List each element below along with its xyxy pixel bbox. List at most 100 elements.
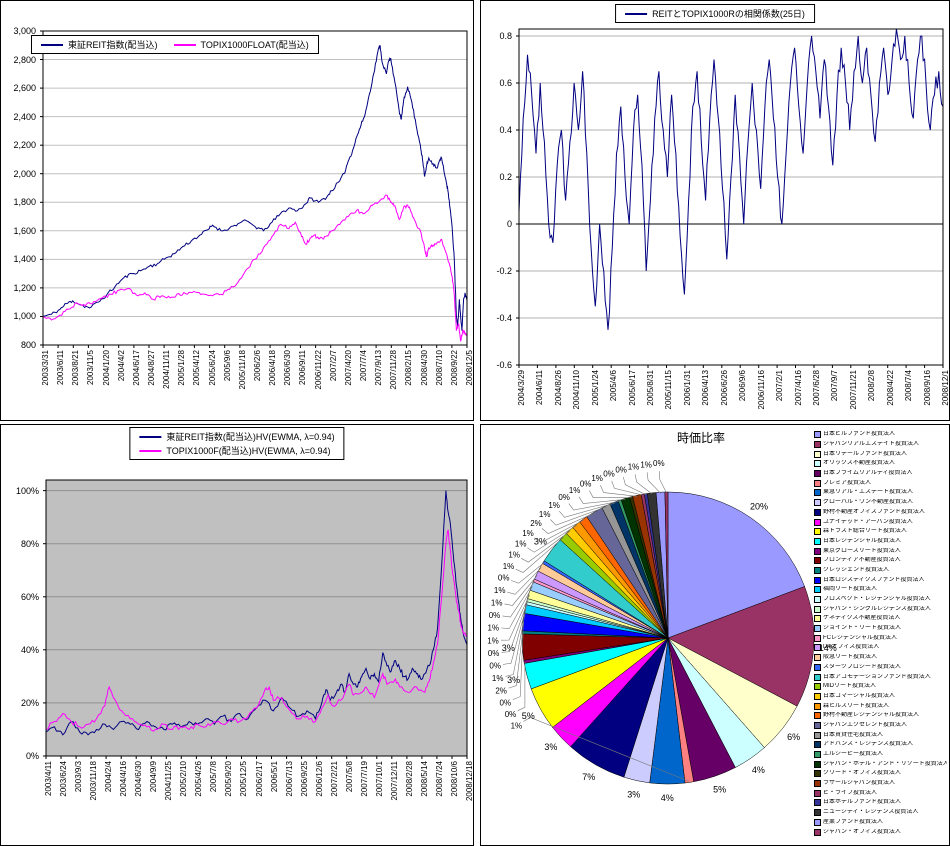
pie-legend-item[interactable]: ジョイント・リート投資法人 [814, 624, 947, 634]
pie-label-leader-line [600, 485, 638, 497]
x-axis-tick-label: 2008/4/30 [419, 350, 429, 386]
pie-legend-item[interactable]: 野村不動産レジデンシャル投資法人 [814, 711, 947, 721]
pie-legend-item[interactable]: 東京グロースリート投資法人 [814, 546, 947, 556]
chart-reit-topix-index[interactable]: 東証REIT指数(配当込) TOPIX1000FLOAT(配当込) 2003/3… [0, 0, 474, 421]
legend-entry-correlation: REITとTOPIX1000Rの相関係数(25日) [625, 7, 805, 20]
chart-market-cap-pie[interactable]: 時価比率 日本ビルファンド投資法人 ジャパンリアルエステイト投資法人 日本リテールフ… [480, 424, 950, 846]
pie-legend-item[interactable]: ケネディクス不動産投資法人 [814, 614, 947, 624]
y-axis-tick-label: 1,800 [13, 197, 36, 208]
market-cap-pie-plot[interactable]: 20%14%6%4%5%1%4%3%7%3%5%3%0%3%0%2%1%0%0%… [481, 425, 947, 843]
y-axis-tick-label: 1,000 [13, 311, 36, 322]
legend-label: クレッシェンド投資法人 [823, 566, 890, 573]
pie-legend-item[interactable]: 日本ホテルファンド投資法人 [814, 798, 947, 808]
pie-label-leader-line [505, 609, 527, 677]
x-axis-tick-label: 2005/4/6 [609, 370, 619, 402]
pie-legend-item[interactable]: ジャパンエクセレント投資法人 [814, 721, 947, 731]
pie-legend-item[interactable]: 日本賃貸住宅投資法人 [814, 730, 947, 740]
pie-legend-item[interactable]: ジャパンリアルエステイト投資法人 [814, 440, 947, 450]
x-axis-tick-label: 2005/11/15 [664, 370, 674, 410]
pie-percent-label: 1% [508, 551, 520, 560]
pie-legend-item[interactable]: 日本ロジスティクスファンド投資法人 [814, 575, 947, 585]
legend-label: 野村不動産レジデンシャル投資法人 [823, 712, 920, 719]
x-axis-tick-label: 2006/11/22 [313, 350, 323, 390]
legend-label: ジャパンエクセレント投資法人 [823, 721, 908, 728]
pie-legend-item[interactable]: 日本プライムリアルティ投資法人 [814, 469, 947, 479]
pie-legend-item[interactable]: スターツプロシード投資法人 [814, 663, 947, 673]
pie-label-leader-line [501, 600, 529, 653]
legend-label: スターツプロシード投資法人 [823, 663, 901, 670]
legend-swatch [814, 644, 821, 652]
pie-legend-item[interactable]: 日本ビルファンド投資法人 [814, 430, 947, 440]
pie-legend-item[interactable]: 森トラスト総合リート投資法人 [814, 527, 947, 537]
pie-label-leader-line [568, 500, 621, 511]
chart-correlation[interactable]: REITとTOPIX1000Rの相関係数(25日) 2004/3/29 2004/… [480, 0, 950, 421]
pie-legend-item[interactable]: フロンティア不動産投資法人 [814, 556, 947, 566]
pie-legend-item[interactable]: 福岡リート投資法人 [814, 585, 947, 595]
index-chart-legend[interactable]: 東証REIT指数(配当込) TOPIX1000FLOAT(配当込) [31, 35, 319, 54]
pie-legend-item[interactable]: 産業ファンド投資法人 [814, 818, 947, 828]
pie-legend-item[interactable]: プロスペクト・レジデンシャル投資法人 [814, 595, 947, 605]
legend-label: ラサールジャパン投資法人 [823, 780, 896, 787]
x-axis-tick-label: 2007/7/4 [359, 350, 368, 382]
pie-legend-item[interactable]: 阪急リート投資法人 [814, 653, 947, 663]
pie-legend-item[interactable]: 日本リテールファンド投資法人 [814, 449, 947, 459]
correlation-chart-legend[interactable]: REITとTOPIX1000Rの相関係数(25日) [615, 4, 815, 23]
x-axis-tick-label: 2006/11/16 [756, 370, 766, 410]
reit-topix-correlation-plot-area[interactable] [481, 1, 947, 418]
pie-legend-item[interactable]: ユナイテッド・アーバン投資法人 [814, 517, 947, 527]
legend-label: 産業ファンド投資法人 [823, 818, 884, 825]
pie-legend-item[interactable]: DAオフィス投資法人 [814, 643, 947, 653]
pie-legend-item[interactable]: ジャパン・オフィス投資法人 [814, 827, 947, 837]
pie-legend-item[interactable]: MIDリート投資法人 [814, 682, 947, 692]
x-axis-tick-label: 2008/2/28 [404, 761, 414, 797]
pie-legend-item[interactable]: アドバンス・レジデンス投資法人 [814, 740, 947, 750]
topix-hv-line-sample [139, 449, 162, 452]
pie-legend-item[interactable]: FCレジデンシャル投資法人 [814, 633, 947, 643]
pie-legend-item[interactable]: 日本レジデンシャル投資法人 [814, 537, 947, 547]
x-axis-tick-label: 2004/11/11 [162, 350, 172, 389]
pie-legend-item[interactable]: 野村不動産オフィスファンド投資法人 [814, 508, 947, 518]
pie-percent-label: 3% [627, 789, 640, 799]
y-axis-tick-label: -0.6 [496, 360, 512, 370]
pie-legend-item[interactable]: グローバル・ワン不動産投資法人 [814, 498, 947, 508]
pie-label-leader-line [534, 519, 584, 543]
pie-slice[interactable] [664, 491, 669, 639]
chart-historical-volatility[interactable]: 東証REIT指数(配当込)HV(EWMA, λ=0.94) TOPIX1000F… [0, 424, 474, 846]
x-axis-tick-label: 2005/9/6 [222, 350, 232, 382]
legend-swatch [814, 479, 821, 487]
y-axis-tick-label: 80% [20, 538, 39, 549]
pie-legend-item[interactable]: 日本コマーシャル投資法人 [814, 692, 947, 702]
reit-topix-index-plot-area[interactable] [1, 1, 471, 418]
x-axis-tick-label: 2003/3/31 [41, 350, 50, 386]
hv-chart-legend[interactable]: 東証REIT指数(配当込)HV(EWMA, λ=0.94) TOPIX1000F… [129, 427, 345, 460]
pie-slice[interactable] [667, 491, 805, 639]
pie-legend-item[interactable]: エルシーピー投資法人 [814, 750, 947, 760]
legend-label: ジャパン・ホテル・アンド・リゾート投資法人 [823, 760, 947, 767]
x-axis-tick-label: 2008/10/6 [449, 761, 459, 797]
pie-legend-item[interactable]: 東急リアル・エステート投資法人 [814, 488, 947, 498]
pie-legend-item[interactable]: プレミア投資法人 [814, 478, 947, 488]
pie-legend-item[interactable]: ビ・ライフ投資法人 [814, 788, 947, 798]
pie-legend-item[interactable]: クレッシェンド投資法人 [814, 566, 947, 576]
pie-legend-item[interactable]: ラサールジャパン投資法人 [814, 779, 947, 789]
x-axis-tick-label: 2007/12/11 [389, 761, 399, 801]
pie-label-leader-line [527, 525, 577, 553]
pie-percent-label: 4% [661, 793, 674, 803]
legend-label: DAオフィス投資法人 [823, 644, 880, 651]
pie-legend-item[interactable]: 森ヒルズリート投資法人 [814, 701, 947, 711]
pie-label-leader-line [511, 562, 545, 584]
x-axis-tick-label: 2004/9/9 [149, 761, 159, 793]
y-axis-tick-label: 2,800 [13, 54, 36, 65]
x-axis-tick-label: 2005/8/31 [646, 370, 656, 406]
legend-label: 東急リアル・エステート投資法人 [823, 489, 913, 496]
pie-slice[interactable] [667, 586, 815, 707]
pie-legend-item[interactable]: クリード・オフィス投資法人 [814, 769, 947, 779]
pie-legend-item[interactable]: オリックス不動産投資法人 [814, 459, 947, 469]
x-axis-tick-label: 2007/5/8 [344, 761, 354, 793]
pie-legend-item[interactable]: 日本アコモデーションファンド投資法人 [814, 672, 947, 682]
pie-legend-item[interactable]: ジャパン・シングルレジデンス投資法人 [814, 604, 947, 614]
historical-volatility-plot-area[interactable] [1, 425, 471, 843]
pie-legend-item[interactable]: ニューシティ・レジデンス投資法人 [814, 808, 947, 818]
pie-percent-label: 3% [544, 742, 557, 752]
pie-legend-item[interactable]: ジャパン・ホテル・アンド・リゾート投資法人 [814, 759, 947, 769]
